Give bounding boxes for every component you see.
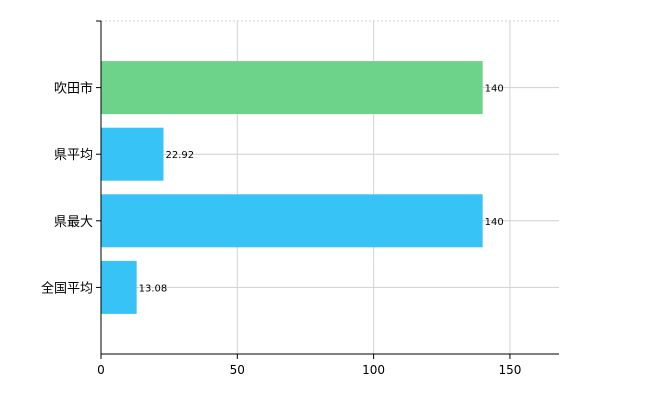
bar-1	[101, 127, 164, 181]
data-label-2: 140	[485, 217, 504, 228]
x-tick-label: 100	[362, 363, 385, 377]
category-label-1: 県平均	[54, 148, 93, 163]
category-label-2: 県最大	[54, 215, 93, 230]
bars	[101, 61, 483, 314]
data-label-1: 22.92	[165, 150, 194, 161]
bar-2	[101, 194, 483, 248]
bar-0	[101, 61, 483, 115]
category-label-3: 全国平均	[41, 280, 93, 296]
x-tick-label: 150	[498, 363, 521, 377]
data-label-0: 140	[485, 84, 504, 95]
x-tick-label: 0	[97, 363, 105, 377]
labels: 140 吹田市 22.92 県平均 140 県最大 13.08 全国平均 0 50 100 150	[41, 81, 521, 377]
axes	[96, 20, 559, 359]
bar-3	[101, 260, 137, 314]
data-label-3: 13.08	[139, 283, 168, 294]
x-tick-label: 50	[230, 363, 245, 377]
category-label-0: 吹田市	[54, 81, 93, 97]
